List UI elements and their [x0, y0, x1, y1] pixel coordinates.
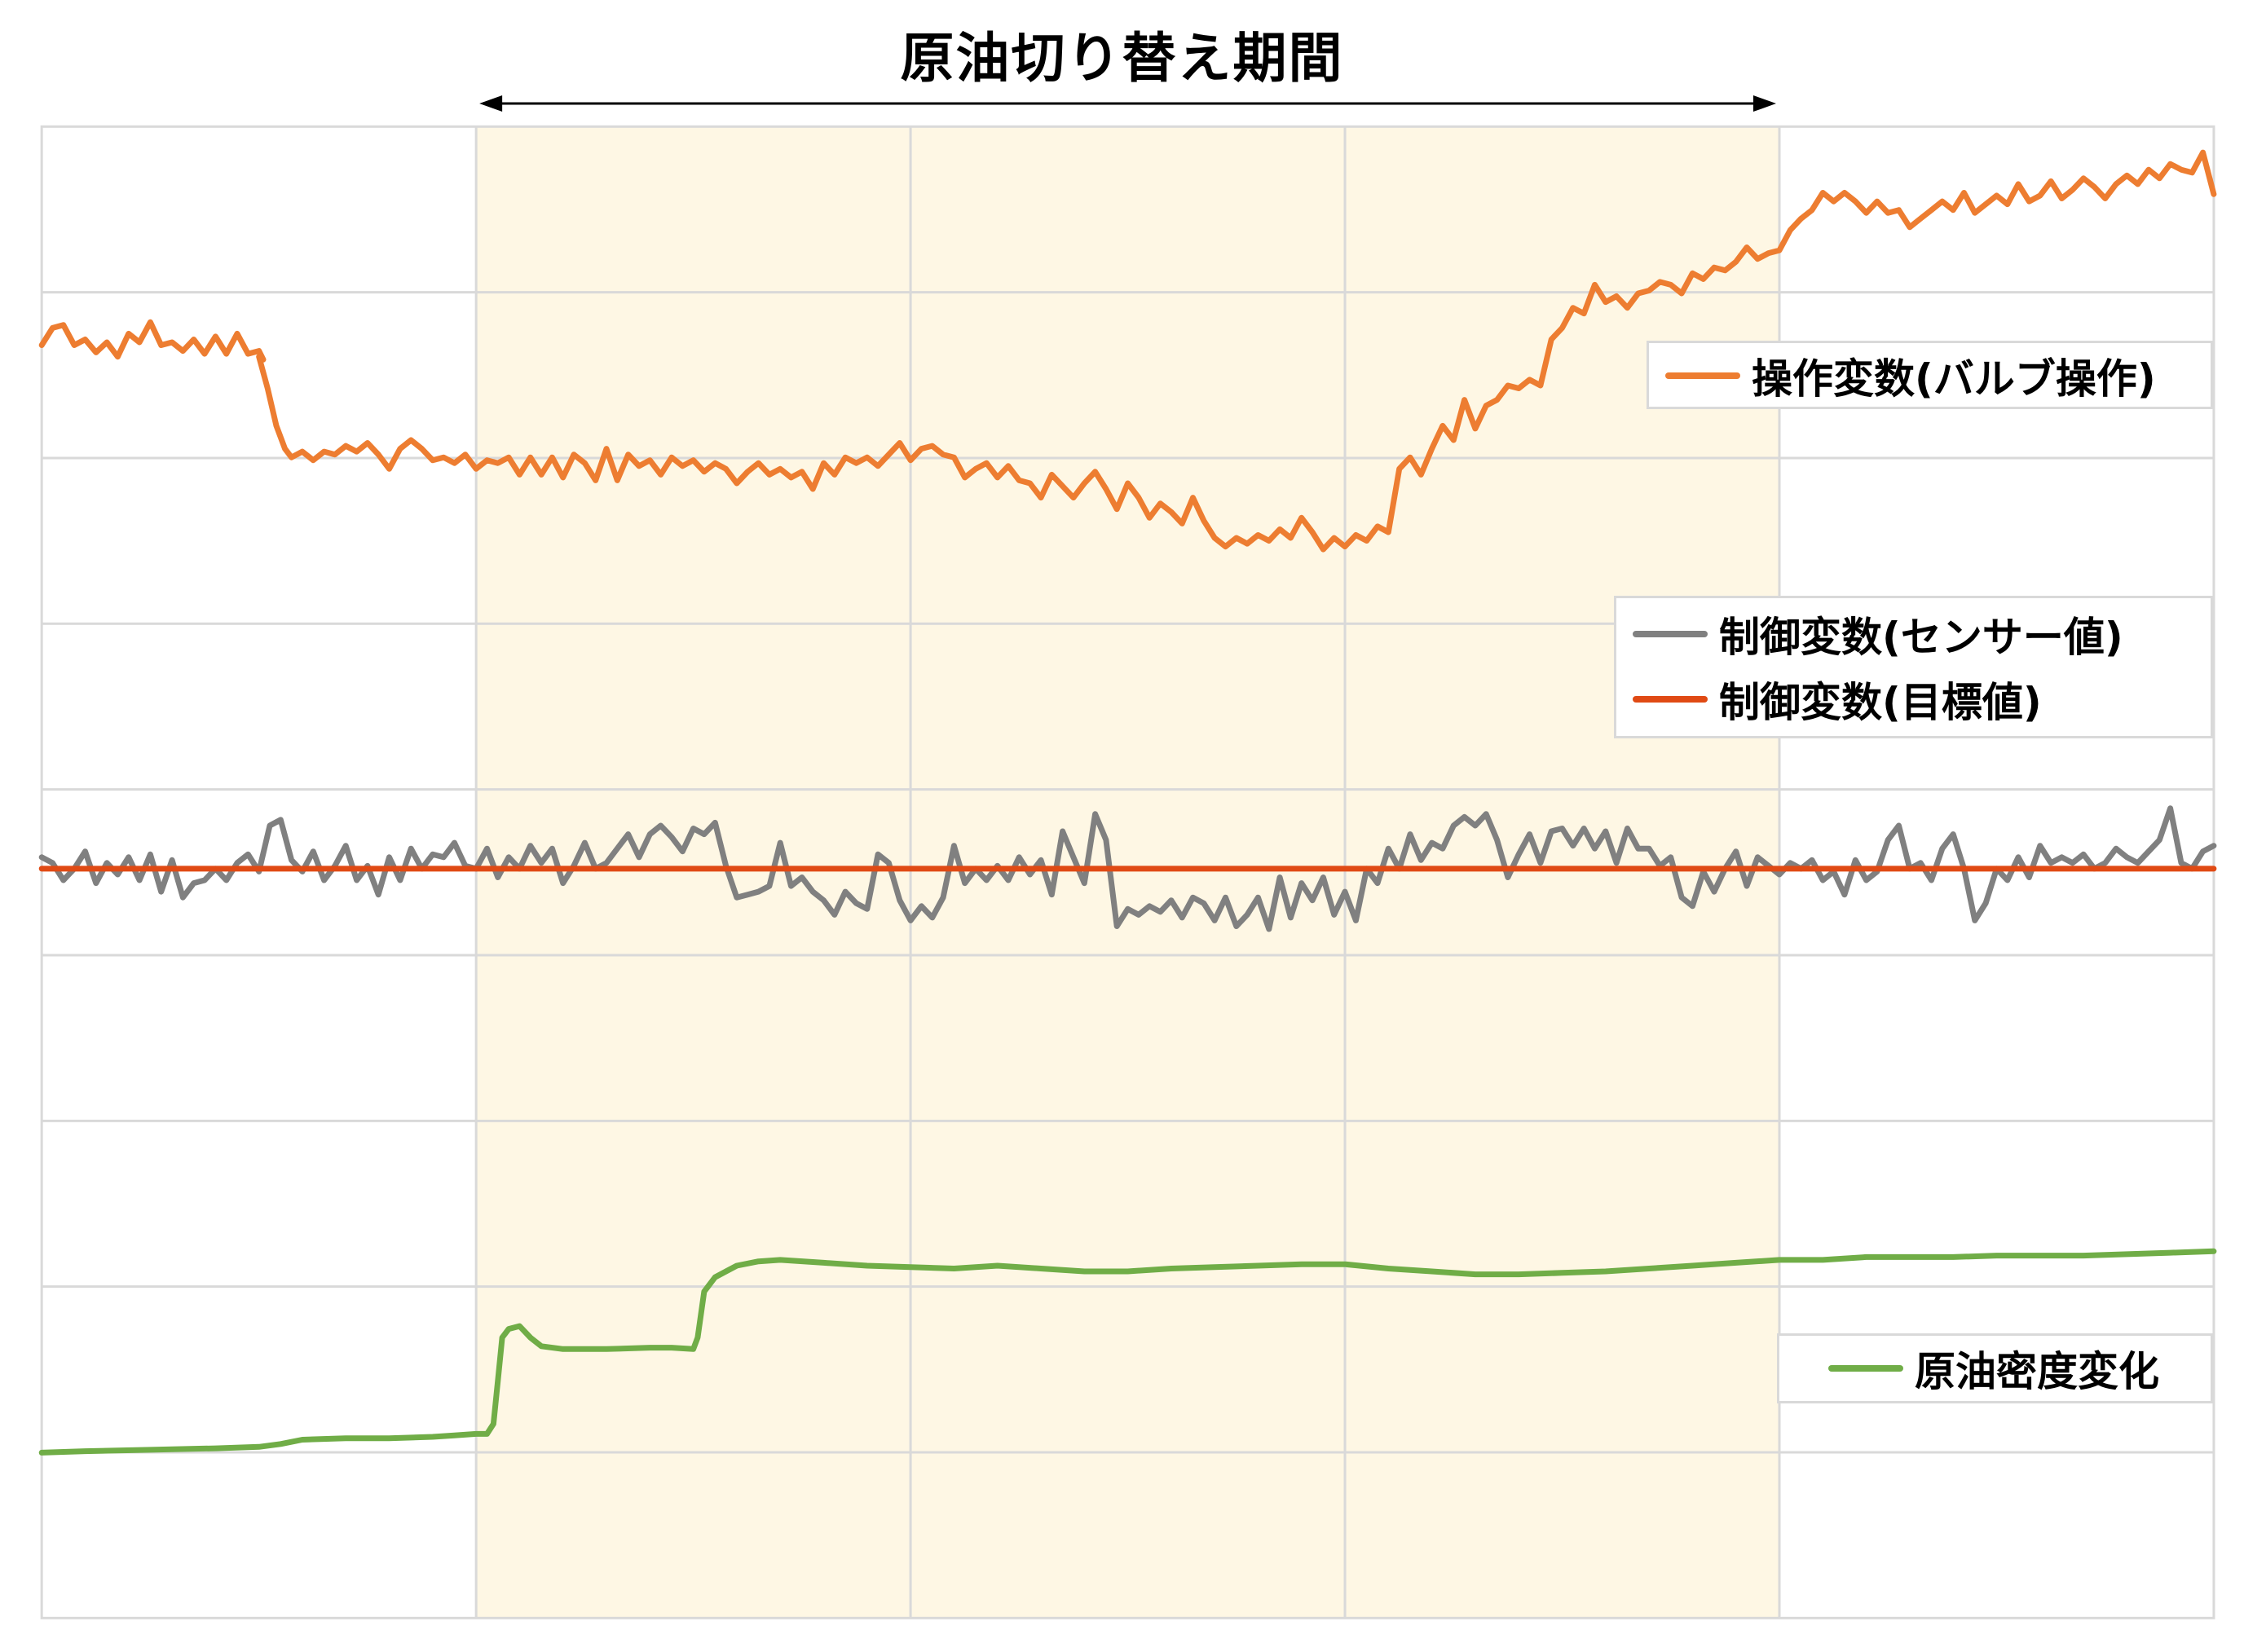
legend-swatch-green-icon: [1828, 1365, 1903, 1372]
shaded-switch-period: [476, 126, 1779, 1619]
period-arrow: [479, 95, 1776, 112]
legend-label: 制御変数(センサー値): [1719, 614, 2123, 661]
legend-label: 原油密度変化: [1915, 1348, 2159, 1395]
legend-swatch-orange-icon: [1665, 372, 1740, 379]
legend-swatch-gray-icon: [1633, 631, 1708, 637]
legend-manipulated: 操作変数(バルブ操作): [1647, 341, 2213, 409]
arrow-left-head-icon: [479, 95, 503, 112]
legend-label: 操作変数(バルブ操作): [1752, 355, 2156, 403]
crude-density-line: [38, 1248, 2217, 1456]
manipulated-valve-line: [38, 149, 2217, 553]
chart-title: 原油切り替え期間: [900, 27, 1344, 90]
legend-control: 制御変数(センサー値) 制御変数(目標値): [1614, 596, 2213, 738]
plot-frame: [40, 125, 2215, 1619]
legend-label: 制御変数(目標値): [1719, 679, 2042, 726]
legend-swatch-red-icon: [1633, 696, 1708, 703]
data-series: [38, 149, 2217, 1456]
legend-density: 原油密度変化: [1777, 1333, 2213, 1403]
arrow-right-head-icon: [1752, 95, 1776, 112]
